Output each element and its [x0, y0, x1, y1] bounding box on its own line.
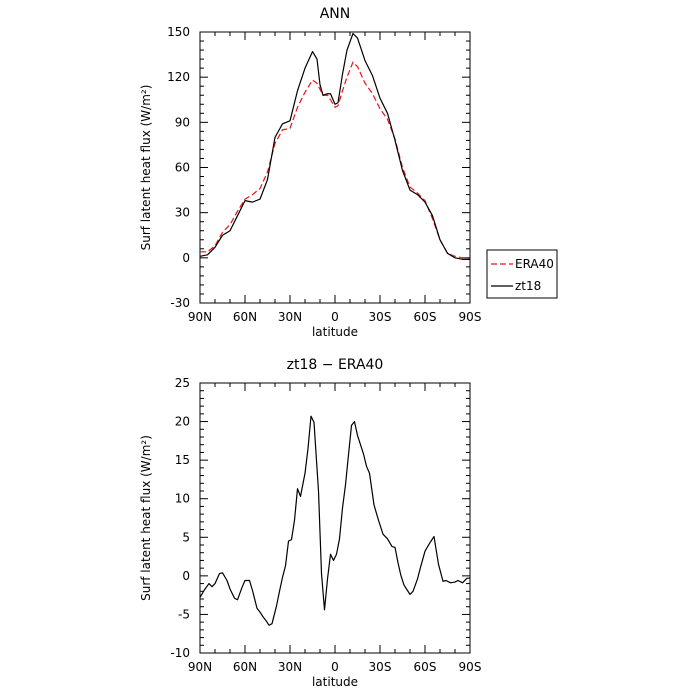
legend-label-era40: ERA40 [515, 257, 554, 271]
y-tick-label: 120 [167, 70, 190, 84]
chart-title: zt18 − ERA40 [287, 357, 384, 373]
x-tick-label: 0 [331, 310, 339, 324]
y-tick-label: 5 [182, 530, 190, 544]
x-tick-label: 90S [459, 660, 482, 674]
y-tick-label: 20 [175, 415, 190, 429]
x-tick-label: 30S [369, 310, 392, 324]
x-tick-label: 60S [414, 660, 437, 674]
y-tick-label: -30 [170, 296, 190, 310]
x-tick-label: 30S [369, 660, 392, 674]
x-tick-label: 30N [278, 310, 302, 324]
x-tick-label: 90N [188, 310, 212, 324]
y-tick-label: 150 [167, 25, 190, 39]
series-line-era40 [200, 61, 470, 260]
x-axis-label: latitude [312, 325, 358, 339]
plot-frame [199, 382, 471, 654]
x-tick-label: 90S [459, 310, 482, 324]
x-tick-label: 90N [188, 660, 212, 674]
y-tick-label: 30 [175, 206, 190, 220]
series-line-zt18 [200, 32, 470, 260]
x-tick-label: 60S [414, 310, 437, 324]
chart-title: ANN [320, 6, 351, 22]
plot-frame [199, 31, 471, 304]
y-tick-label: 15 [175, 453, 190, 467]
y-tick-label: 10 [175, 492, 190, 506]
y-axis-label: Surf latent heat flux (W/m²) [139, 85, 153, 251]
chart-legend: ERA40 zt18 [486, 249, 558, 299]
series-line-difference [200, 415, 470, 626]
legend-label-zt18: zt18 [515, 279, 541, 293]
y-tick-label: 0 [182, 251, 190, 265]
x-tick-label: 60N [233, 660, 257, 674]
chart-panel-2: zt18 − ERA40 90N 60N 30N 0 30S 60S 90S latitude -… [139, 357, 481, 689]
x-tick-label: 60N [233, 310, 257, 324]
y-tick-label: 90 [175, 115, 190, 129]
x-tick-label: 0 [331, 660, 339, 674]
y-tick-label: -5 [178, 607, 190, 621]
y-tick-label: -10 [170, 646, 190, 660]
y-axis-label: Surf latent heat flux (W/m²) [139, 435, 153, 601]
legend-box [486, 249, 558, 299]
y-tick-label: 60 [175, 161, 190, 175]
y-tick-label: 0 [182, 569, 190, 583]
chart-panel-1: ANN 90N 60N 30N 0 30S 60S 90S latitude -30 0 30 60 90… [139, 6, 558, 339]
y-tick-label: 25 [175, 376, 190, 390]
x-axis-label: latitude [312, 675, 358, 689]
x-tick-label: 30N [278, 660, 302, 674]
